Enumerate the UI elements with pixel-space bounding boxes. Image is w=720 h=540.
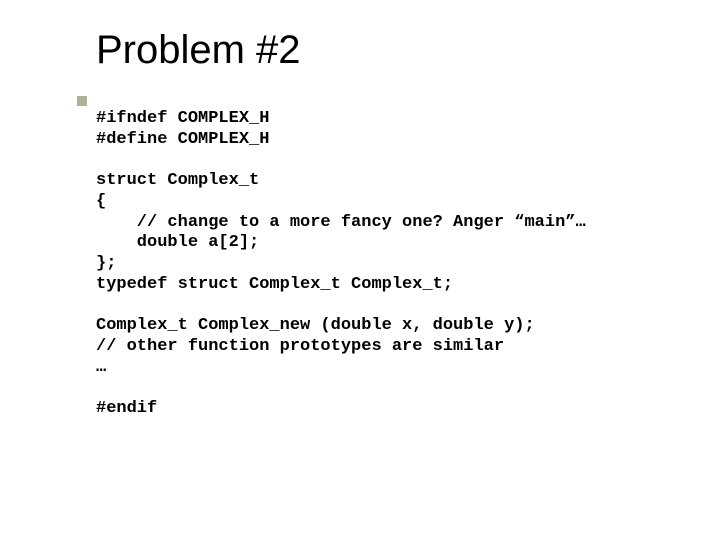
code-line: #define COMPLEX_H xyxy=(96,130,269,149)
accent-square xyxy=(77,96,87,106)
code-line: }; xyxy=(96,254,116,273)
code-line: #endif xyxy=(96,399,157,418)
code-line: // other function prototypes are similar xyxy=(96,337,504,356)
code-line: struct Complex_t xyxy=(96,171,259,190)
slide: Problem #2 #ifndef COMPLEX_H #define COM… xyxy=(0,0,720,540)
code-line: { xyxy=(96,192,106,211)
slide-title: Problem #2 xyxy=(96,28,720,73)
code-line: … xyxy=(96,358,106,377)
code-line: typedef struct Complex_t Complex_t; xyxy=(96,275,453,294)
code-line: #ifndef COMPLEX_H xyxy=(96,109,269,128)
code-line: double a[2]; xyxy=(96,233,259,252)
code-line: Complex_t Complex_new (double x, double … xyxy=(96,316,535,335)
code-block: #ifndef COMPLEX_H #define COMPLEX_H stru… xyxy=(96,109,720,420)
code-line: // change to a more fancy one? Anger “ma… xyxy=(96,213,586,232)
